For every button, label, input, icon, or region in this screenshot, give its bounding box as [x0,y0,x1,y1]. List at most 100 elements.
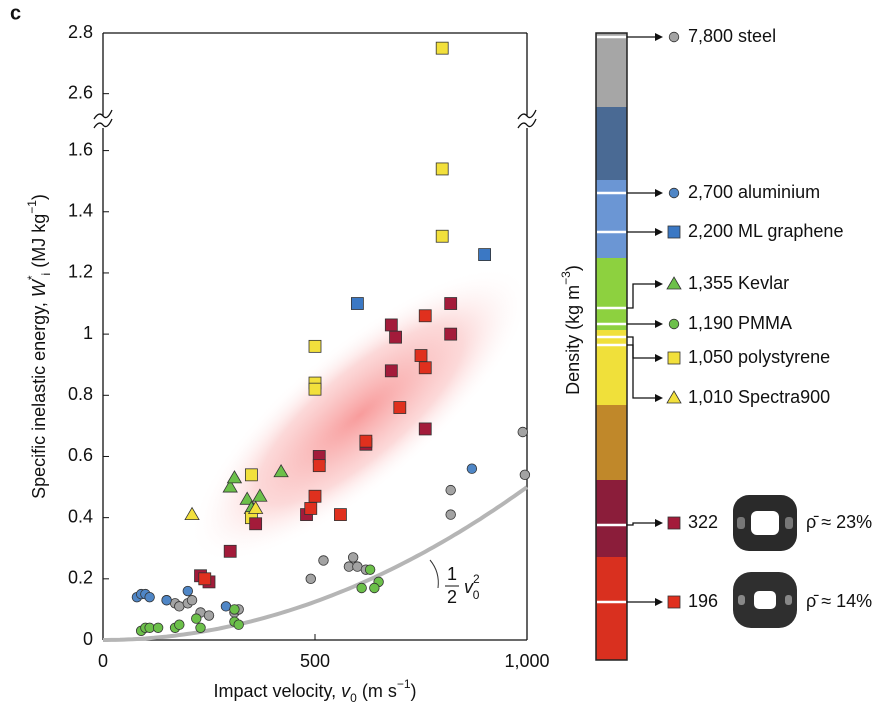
legend-name: steel [738,26,776,46]
triangle-marker [226,470,243,484]
x-axis-label-part: Impact velocity, [213,681,341,701]
legend-density: 2,700 [688,182,733,202]
circle-marker [191,613,202,624]
y-tick-label: 1.2 [68,262,93,282]
y-axis-label-part: −1 [25,200,39,214]
circle-marker [347,552,359,563]
legend-entry: 1,010 Spectra900 [688,387,830,407]
legend-entry: 1,190 PMMA [688,313,792,333]
legend-arrow [627,283,656,309]
circle-marker [466,463,478,474]
square-marker [384,318,398,332]
triangle-marker [666,390,682,404]
legend-entry: 196 [688,591,718,611]
y-axis-label-part: ) [29,194,49,200]
square-marker [359,434,373,448]
legend-arrowhead [655,598,663,606]
square-marker [393,401,407,414]
circle-marker [517,426,528,438]
square-marker [350,297,364,310]
curve-leader [429,559,439,589]
square-marker [244,468,258,482]
axis-break [517,118,537,129]
y-axis-label: Specific inelastic energy, W*i (MJ kg−1) [25,194,53,499]
circle-marker [369,582,380,594]
triangle-marker [222,479,238,493]
axis-break [93,118,113,129]
axis-break-gap [100,116,106,128]
circle-marker [174,619,185,630]
legend-density: 1,355 [688,273,733,293]
legend-arrow [627,522,656,526]
square-marker [478,248,492,261]
legend-name: aluminium [738,182,820,202]
legend-arrowhead [655,394,663,402]
legend-arrowhead [655,228,663,236]
square-marker [667,595,681,609]
legend-entry: 2,200 ML graphene [688,221,843,241]
circle-marker [305,573,316,585]
trend-band [189,266,531,564]
density-label-part: ) [563,265,583,271]
square-marker [418,309,432,323]
x-tick-label: 0 [98,651,108,671]
y-tick-label: 1.6 [68,139,93,159]
y-tick-label: 0.8 [68,384,93,404]
circle-marker [144,591,155,603]
legend-entry: 7,800 steel [688,26,776,46]
y-axis-label-part: Specific inelastic energy, [29,297,49,499]
square-marker [223,544,237,558]
legend-arrowhead [655,280,663,288]
y-tick-label: 1.4 [68,201,93,221]
axis-break [93,109,113,120]
x-tick-label: 1,000 [504,651,549,671]
square-marker [435,229,449,243]
density-label-part: Density (kg m [563,285,583,395]
circle-marker [668,187,680,199]
legend-arrow [627,344,656,399]
square-marker [389,330,402,344]
circle-marker [519,469,531,481]
curve-label-num: 1 [447,564,457,584]
curve-label-var: v2 0 [464,572,480,602]
axis-break-gap [524,116,530,128]
lattice-icons [733,495,797,628]
legend-arrowhead [655,33,663,41]
triangle-marker [247,500,264,514]
curve-label-symbol: v [464,577,474,597]
square-marker [308,382,322,396]
square-marker [444,327,458,341]
square-marker [435,41,449,55]
y-tick-label: 2.8 [68,22,93,42]
legend-density: 2,200 [688,221,733,241]
relative-density: ρ̄ ≈ 23% [806,512,872,532]
x-axis-label-part: ) [411,681,417,701]
circle-marker [364,564,376,575]
triangle-marker [239,491,255,505]
x-axis-label-part: (m s [357,681,397,701]
square-marker [312,459,326,473]
y-axis-label-part: W [29,278,49,297]
y-axis-label-part: (MJ kg [29,214,49,273]
density-axis-label: Density (kg m−3) [559,265,583,395]
y-tick-label: 0.4 [68,506,93,526]
legend-name: Kevlar [738,273,789,293]
curve-label-sub: 0 [473,588,480,602]
circle-marker [233,619,244,630]
circle-marker [318,555,329,566]
circle-marker [668,31,680,43]
square-marker [418,361,432,375]
legend-entry: 1,355 Kevlar [688,273,789,293]
circle-marker [445,484,456,496]
triangle-marker [184,506,200,520]
circle-marker [668,318,680,330]
legend-density: 7,800 [688,26,733,46]
density-label-part: −3 [559,271,573,285]
y-tick-label: 1 [83,323,93,343]
square-marker [667,516,681,530]
square-marker [308,339,322,353]
square-marker [435,162,449,176]
circle-marker [445,509,456,520]
